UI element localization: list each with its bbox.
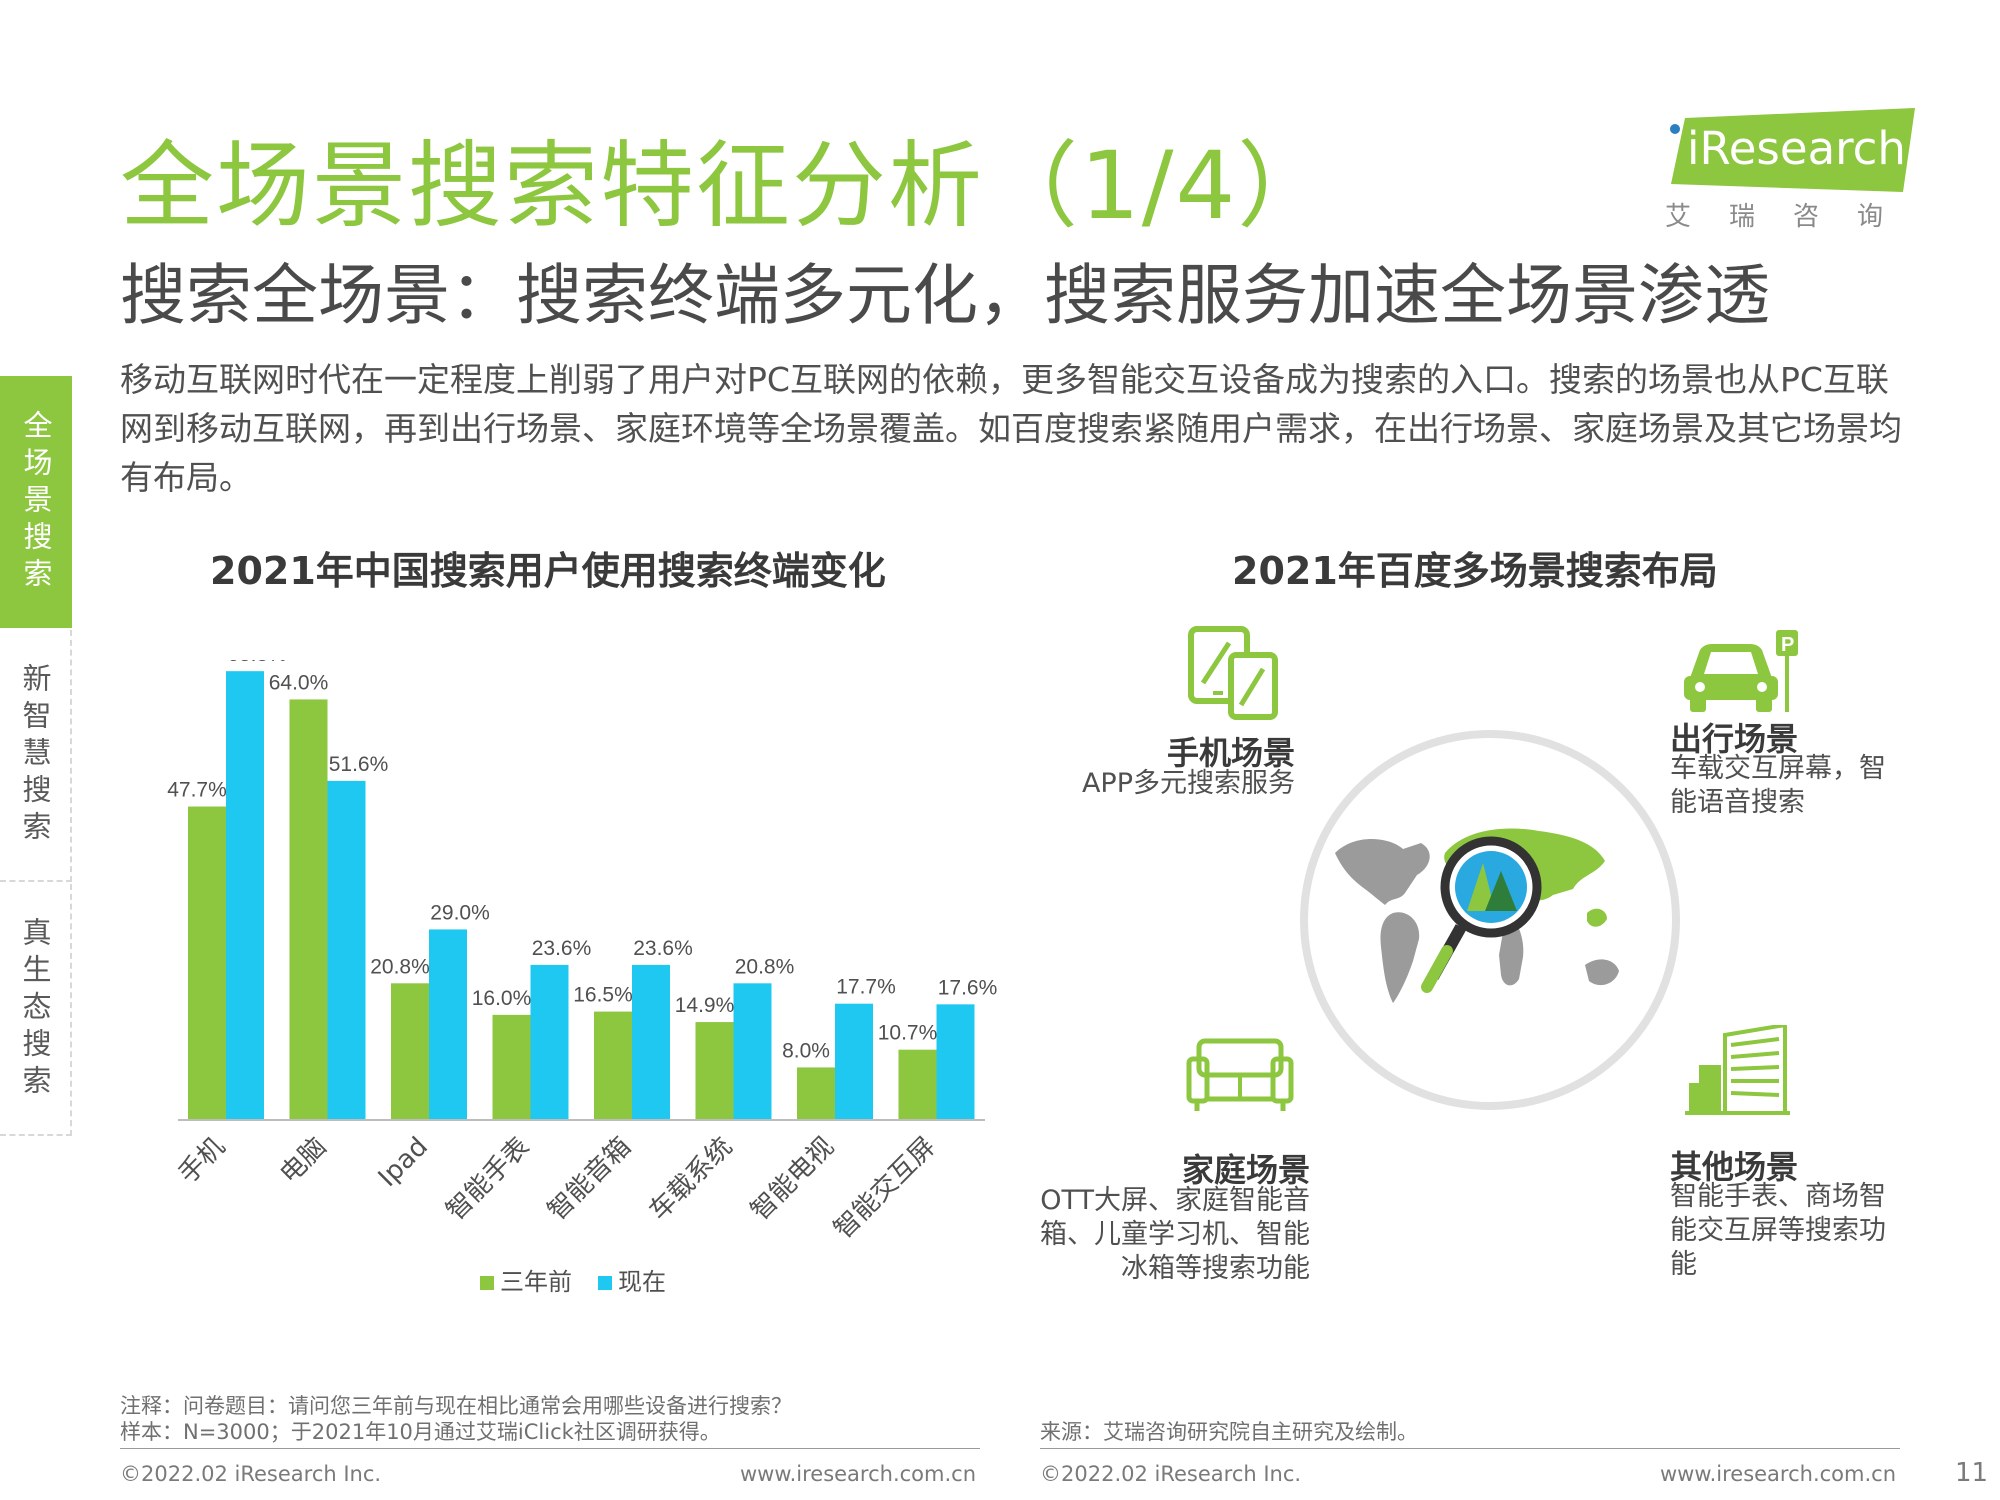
sofa-icon [1186,1038,1294,1111]
category-label: 车载系统 [644,1132,739,1227]
category-label: Ipad [373,1132,434,1193]
value-label: 17.7% [836,976,896,999]
value-label: 20.8% [370,955,430,978]
scene-home-desc: OTT大屏、家庭智能音 箱、儿童学习机、智能 冰箱等搜索功能 [1010,1184,1310,1286]
world-map-magnifier-icon [1300,730,1680,1110]
side-tab-ecosystem[interactable]: 真生态搜索 [0,884,72,1136]
scene-home-desc-line: OTT大屏、家庭智能音 [1040,1185,1310,1216]
scenes-title: 2021年百度多场景搜索布局 [1232,549,1718,593]
value-label: 23.6% [633,937,693,960]
bar-now [429,929,467,1120]
scene-phone-title: 手机场景 [1166,734,1295,772]
bar-before [391,983,429,1120]
bar-before [594,1011,632,1120]
bar-before [797,1067,835,1120]
value-label: 16.0% [472,987,532,1010]
bar-now [226,671,264,1120]
building-icon [1685,1025,1790,1115]
value-label: 10.7% [878,1022,938,1045]
copyright-right: ©2022.02 iResearch Inc. [1040,1462,1302,1486]
url-right[interactable]: www.iresearch.com.cn [1660,1462,1897,1486]
scene-travel-desc-line: 车载交互屏幕，智 [1670,753,1886,784]
legend-swatch [480,1276,494,1290]
chart-title: 2021年中国搜索用户使用搜索终端变化 [210,549,886,593]
bar-now [936,1004,975,1120]
bar-before [898,1049,937,1120]
footnote-source: 来源：艾瑞咨询研究院自主研究及绘制。 [1040,1420,1418,1444]
scene-travel-desc-line: 能语音搜索 [1670,787,1805,818]
value-label: 17.6% [938,976,998,999]
legend-label: 现在 [618,1268,666,1296]
bar-now [632,964,670,1120]
scene-home-desc-line: 冰箱等搜索功能 [1121,1253,1310,1284]
bar-before [289,699,328,1120]
bar-now [733,983,772,1120]
svg-text:P: P [1781,634,1794,656]
car-parking-icon: P [1684,630,1798,712]
side-tab-smart[interactable]: 新智慧搜索 [0,630,72,882]
value-label: 16.5% [573,984,633,1007]
scene-phone-desc: APP多元搜索服务 [1081,768,1295,799]
value-label: 64.0% [269,671,329,694]
page-title: 全场景搜索特征分析（1/4） [120,132,1334,241]
category-label: 智能手表 [441,1132,536,1227]
phone-tablet-icon [1188,626,1278,720]
category-label: 智能交互屏 [828,1132,941,1245]
value-label: 23.6% [532,937,592,960]
value-label: 29.0% [430,901,490,924]
page-number: 11 [1955,1458,1989,1488]
scene-travel-desc: 车载交互屏幕，智 能语音搜索 [1670,752,1910,820]
scene-home-desc-line: 箱、儿童学习机、智能 [1040,1219,1310,1250]
value-label: 51.6% [329,753,389,776]
url-left[interactable]: www.iresearch.com.cn [740,1462,977,1486]
bar-before [492,1014,531,1120]
category-label: 电脑 [274,1132,332,1190]
value-label: 14.9% [675,994,735,1017]
iresearch-logo: iResearch 艾瑞咨询 [1665,108,1915,232]
scene-other-desc-line: 能 [1670,1249,1697,1280]
scene-other-desc-line: 智能手表、商场智 [1670,1181,1886,1212]
footnote-question: 注释：问卷题目：请问您三年前与现在相比通常会用哪些设备进行搜索？ [120,1394,792,1418]
bar-before [695,1022,734,1120]
logo-chinese: 艾瑞咨询 [1665,202,1922,232]
scene-other-desc-line: 能交互屏等搜索功 [1670,1215,1886,1246]
category-label: 智能电视 [745,1132,840,1227]
logo-banner-icon [1671,108,1915,192]
logo-word: iResearch [1687,122,1906,175]
scene-travel-title: 出行场景 [1670,720,1799,758]
legend-label: 三年前 [500,1268,572,1296]
footer-rule-right [1040,1448,1900,1449]
bar-before [188,806,226,1120]
intro-paragraph: 移动互联网时代在一定程度上削弱了用户对PC互联网的依赖，更多智能交互设备成为搜索… [120,360,1902,497]
bar-now [835,1003,873,1120]
footer-rule-left [120,1448,980,1449]
page-subtitle: 搜索全场景：搜索终端多元化，搜索服务加速全场景渗透 [120,257,1770,334]
scene-other-desc: 智能手表、商场智 能交互屏等搜索功 能 [1670,1180,1910,1282]
value-label: 8.0% [782,1039,830,1062]
bar-chart: 47.7% 68.3% 手机 64.0% 51.6% 电脑 20.8% 29.0% Ipad 16… [167,660,998,1296]
category-label: 手机 [173,1132,231,1190]
value-label: 68.3% [227,660,287,666]
copyright-left: ©2022.02 iResearch Inc. [120,1462,382,1486]
bar-now [530,964,569,1120]
logo-dot-icon [1670,124,1680,134]
side-tab-all-scene[interactable]: 全场景搜索 [0,376,72,628]
scene-home-title: 家庭场景 [1181,1151,1310,1189]
footnote-sample: 样本：N=3000；于2021年10月通过艾瑞iClick社区调研获得。 [120,1420,721,1444]
value-label: 20.8% [735,955,795,978]
scene-other-title: 其他场景 [1670,1148,1799,1186]
value-label: 47.7% [167,779,227,802]
category-label: 智能音箱 [542,1132,637,1227]
bar-now [327,780,366,1120]
legend-swatch [598,1276,612,1290]
